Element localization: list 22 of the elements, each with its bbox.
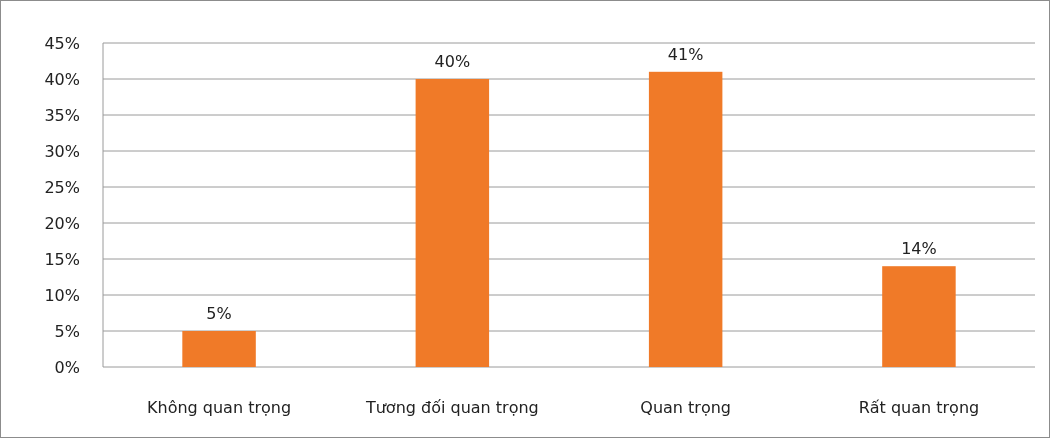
x-tick-label: Quan trọng (640, 398, 731, 417)
y-tick-label: 15% (44, 249, 80, 269)
y-tick-label: 20% (44, 213, 80, 233)
y-tick-label: 5% (54, 321, 80, 341)
y-tick-label: 10% (44, 285, 80, 305)
x-tick-label: Rất quan trọng (858, 398, 980, 417)
y-tick-label: 35% (44, 105, 80, 125)
bar (415, 79, 490, 367)
bar (648, 71, 723, 367)
y-tick-label: 45% (44, 33, 80, 53)
y-tick-label: 30% (44, 141, 80, 161)
y-tick-label: 40% (44, 69, 80, 89)
bar (182, 331, 256, 367)
x-tick-label: Không quan trọng (147, 398, 292, 417)
data-label: 40% (434, 52, 471, 71)
y-tick-label: 25% (44, 177, 80, 197)
data-label: 14% (901, 239, 937, 259)
data-label: 5% (206, 304, 232, 323)
y-tick-label: 0% (54, 357, 80, 377)
x-tick-label: Tương đối quan trọng (364, 398, 539, 417)
data-label: 41% (667, 44, 704, 64)
bar (882, 266, 956, 367)
